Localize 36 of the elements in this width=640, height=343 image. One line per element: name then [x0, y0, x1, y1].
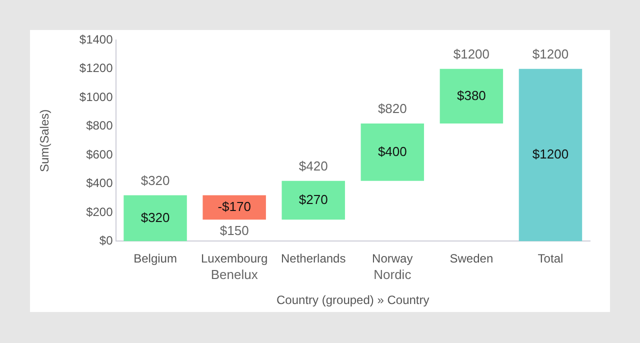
annotation: $150	[220, 223, 249, 238]
y-tick-label: $200	[86, 204, 114, 219]
bar	[282, 180, 345, 220]
y-tick-label: $0	[99, 234, 114, 248]
x-tick-label: Total	[538, 252, 564, 266]
x-tick-label: Sweden	[450, 252, 494, 266]
x-axis-title: Country (grouped) » Country	[276, 293, 430, 308]
annotation: $320	[140, 172, 170, 188]
annotation: $1200	[532, 46, 569, 62]
annotation: $820	[378, 101, 407, 116]
y-tick-label: $600	[86, 147, 114, 162]
data-label: $320	[140, 210, 170, 225]
x-tick-label: Norway	[372, 252, 413, 266]
y-axis-title: Sum(Sales)	[38, 109, 52, 172]
y-tick-label: $1000	[79, 90, 114, 104]
bar	[202, 195, 266, 220]
y-tick-label: $800	[86, 118, 114, 133]
y-tick-label: $400	[86, 176, 114, 190]
bar	[360, 123, 424, 181]
data-label: -$170	[218, 199, 251, 214]
bar	[518, 68, 582, 242]
data-label: $1200	[532, 146, 569, 162]
bar	[440, 68, 504, 124]
x-tick-label: Netherlands	[281, 252, 346, 266]
bar	[124, 195, 187, 242]
text: Benelux	[210, 266, 258, 282]
x-tick-label: Luxembourg	[200, 252, 268, 266]
y-tick-label: $1200	[79, 61, 114, 76]
x-tick-label: Belgium	[134, 252, 177, 266]
data-label: $380	[456, 88, 486, 103]
text: Nordic	[374, 266, 412, 282]
annotation: $1200	[453, 46, 490, 62]
data-label: $400	[378, 144, 407, 159]
data-label: $270	[298, 192, 328, 207]
annotation: $420	[298, 158, 328, 174]
y-tick-label: $1400	[79, 32, 114, 47]
